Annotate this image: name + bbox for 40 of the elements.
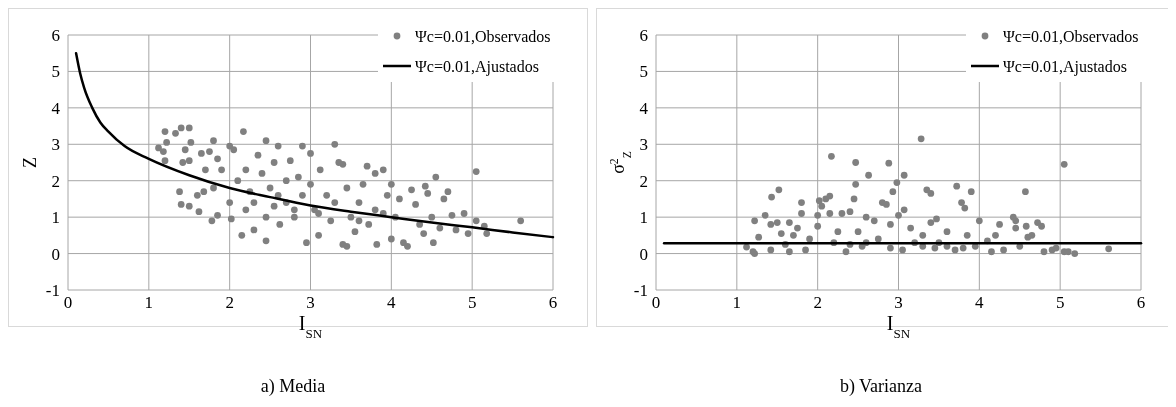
y-tick-label: 2	[639, 171, 648, 191]
legend-label: Ψc=0.01,Ajustados	[1003, 57, 1127, 76]
x-tick-label: 6	[1136, 293, 1146, 312]
y-tick-label: 0	[51, 244, 60, 264]
x-tick-label: 2	[225, 293, 234, 312]
legend-label: Ψc=0.01,Observados	[1003, 27, 1139, 45]
y-tick-label: 1	[639, 208, 648, 228]
text: a) Media	[260, 376, 326, 397]
x-tick-label: 5	[1055, 293, 1065, 312]
x-tick-label: 1	[144, 293, 154, 312]
y-tick-label: 5	[639, 62, 648, 82]
line-series	[74, 51, 555, 239]
y-tick-label: 2	[51, 171, 60, 191]
x-axis-title: I$_{SN}$	[298, 312, 323, 341]
y-tick-label: 0	[639, 244, 648, 264]
y-tick-label: 5	[51, 62, 60, 82]
x-tick-label: 3	[306, 293, 315, 312]
y-tick-label: 6	[51, 25, 60, 45]
y-tick-label: 4	[639, 98, 649, 118]
x-tick-label: 3	[894, 293, 903, 312]
x-tick-label: 5	[467, 293, 477, 312]
legend-label: Ψc=0.01,Ajustados	[415, 57, 539, 76]
x-tick-label: 0	[651, 293, 661, 312]
x-tick-label: 1	[732, 293, 742, 312]
x-tick-label: 6	[548, 293, 558, 312]
y-tick-label: 6	[639, 25, 648, 45]
y-tick-label: 3	[51, 135, 60, 155]
y-tick-label: 3	[639, 135, 648, 155]
y-tick-label: 1	[51, 208, 60, 228]
y-tick-label: -1	[45, 280, 60, 300]
y-tick-label: -1	[633, 280, 648, 300]
text: b) Varianza	[839, 376, 923, 397]
legend-label: Ψc=0.01,Observados	[415, 27, 551, 45]
x-tick-label: 4	[387, 293, 397, 312]
x-tick-label: 0	[63, 293, 73, 312]
y-tick-label: 4	[51, 98, 61, 118]
x-tick-label: 2	[813, 293, 822, 312]
x-axis-title: I$_{SN}$	[886, 312, 911, 341]
y-axis-title: Z	[20, 157, 40, 168]
x-tick-label: 4	[975, 293, 985, 312]
